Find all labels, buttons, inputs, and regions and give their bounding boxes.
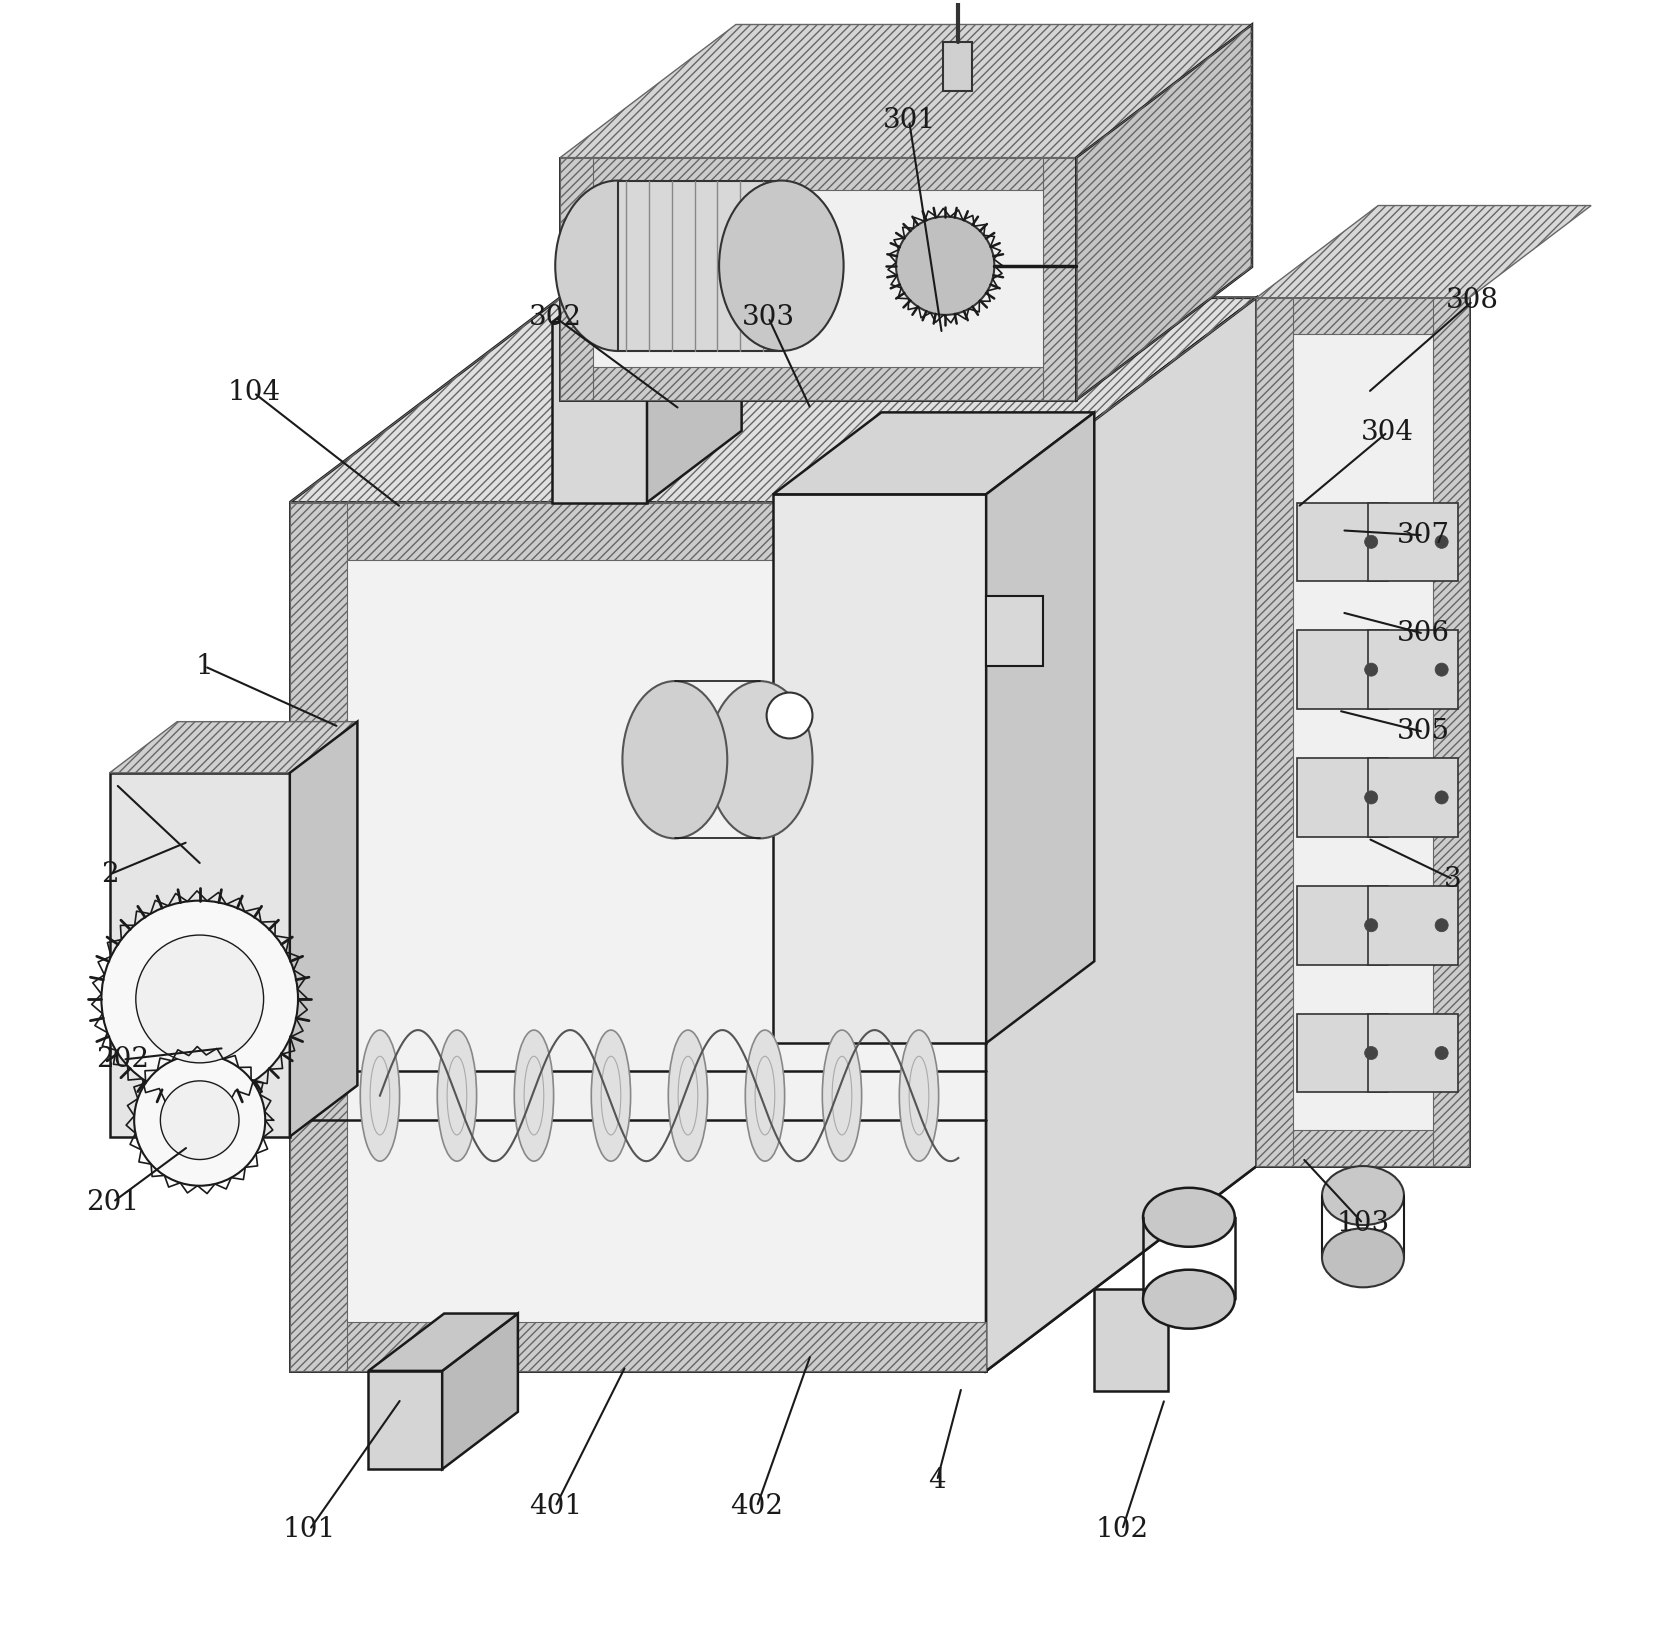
Text: 202: 202: [96, 1046, 149, 1074]
Polygon shape: [369, 1314, 518, 1371]
Ellipse shape: [437, 1031, 477, 1161]
Ellipse shape: [767, 692, 812, 738]
Text: 1: 1: [196, 653, 214, 681]
Ellipse shape: [1322, 1166, 1404, 1225]
Ellipse shape: [1365, 663, 1377, 676]
Bar: [1297, 1014, 1387, 1092]
Ellipse shape: [555, 181, 679, 350]
Polygon shape: [987, 595, 1043, 666]
Bar: [1369, 886, 1458, 965]
Polygon shape: [1095, 1289, 1168, 1391]
Text: 401: 401: [528, 1493, 581, 1521]
Ellipse shape: [746, 1031, 784, 1161]
Text: 104: 104: [228, 380, 281, 406]
Ellipse shape: [1365, 1047, 1377, 1060]
Ellipse shape: [899, 1031, 938, 1161]
Polygon shape: [369, 1371, 442, 1470]
Ellipse shape: [161, 1080, 239, 1159]
Polygon shape: [560, 158, 1076, 399]
Polygon shape: [110, 722, 357, 773]
Ellipse shape: [1365, 536, 1377, 549]
Ellipse shape: [515, 1031, 553, 1161]
Polygon shape: [289, 503, 347, 1371]
Polygon shape: [551, 322, 648, 503]
Text: 101: 101: [282, 1516, 336, 1544]
Bar: [1369, 503, 1458, 580]
Ellipse shape: [623, 681, 728, 838]
Polygon shape: [560, 158, 1076, 191]
Polygon shape: [110, 773, 289, 1136]
Text: 306: 306: [1397, 620, 1450, 648]
Ellipse shape: [1322, 1228, 1404, 1287]
Bar: [1297, 886, 1387, 965]
Bar: [1369, 1014, 1458, 1092]
Bar: [1297, 630, 1387, 709]
Text: 3: 3: [1445, 866, 1462, 893]
Ellipse shape: [1435, 791, 1448, 804]
Ellipse shape: [1435, 1047, 1448, 1060]
Ellipse shape: [1365, 791, 1377, 804]
Polygon shape: [289, 1322, 987, 1371]
Ellipse shape: [719, 181, 844, 350]
Ellipse shape: [1365, 919, 1377, 932]
Ellipse shape: [1435, 663, 1448, 676]
Polygon shape: [289, 298, 1256, 503]
Bar: [618, 181, 781, 350]
Polygon shape: [648, 250, 741, 503]
Ellipse shape: [1435, 919, 1448, 932]
Text: 201: 201: [86, 1189, 140, 1215]
Ellipse shape: [668, 1031, 708, 1161]
Ellipse shape: [101, 901, 297, 1097]
Bar: [1297, 503, 1387, 580]
Polygon shape: [987, 298, 1256, 1371]
Text: 303: 303: [742, 304, 794, 330]
Ellipse shape: [895, 217, 995, 316]
Polygon shape: [1256, 298, 1292, 1166]
Polygon shape: [1076, 25, 1252, 399]
Text: 301: 301: [882, 107, 935, 135]
Polygon shape: [560, 158, 593, 399]
Ellipse shape: [1143, 1187, 1234, 1246]
Text: 103: 103: [1337, 1210, 1390, 1236]
Text: 304: 304: [1360, 419, 1414, 446]
Text: 402: 402: [731, 1493, 784, 1521]
Bar: [943, 41, 972, 90]
Text: 308: 308: [1447, 288, 1500, 314]
Polygon shape: [1256, 298, 1470, 334]
Polygon shape: [289, 722, 357, 1136]
Polygon shape: [1043, 158, 1076, 399]
Ellipse shape: [822, 1031, 862, 1161]
Text: 2: 2: [101, 861, 118, 888]
Polygon shape: [987, 298, 1256, 1371]
Ellipse shape: [708, 681, 812, 838]
Polygon shape: [1256, 298, 1470, 1166]
Ellipse shape: [1143, 1269, 1234, 1328]
Text: 102: 102: [1096, 1516, 1149, 1544]
Polygon shape: [289, 503, 987, 1371]
Bar: [1369, 758, 1458, 837]
Polygon shape: [442, 1314, 518, 1470]
Ellipse shape: [1435, 536, 1448, 549]
Text: 302: 302: [528, 304, 581, 330]
Text: 305: 305: [1397, 718, 1450, 745]
Polygon shape: [1256, 1129, 1470, 1166]
Ellipse shape: [136, 935, 264, 1064]
Polygon shape: [560, 367, 1076, 399]
Ellipse shape: [591, 1031, 631, 1161]
Bar: [1297, 758, 1387, 837]
Polygon shape: [551, 250, 741, 322]
Bar: [1369, 630, 1458, 709]
Ellipse shape: [360, 1031, 400, 1161]
Polygon shape: [560, 25, 1252, 158]
Polygon shape: [289, 503, 987, 561]
Polygon shape: [987, 413, 1095, 1044]
Ellipse shape: [135, 1055, 266, 1185]
Polygon shape: [772, 413, 1095, 495]
Polygon shape: [1256, 206, 1591, 298]
Polygon shape: [772, 495, 987, 1044]
Text: 4: 4: [928, 1466, 945, 1494]
Polygon shape: [1433, 298, 1470, 1166]
Text: 307: 307: [1397, 521, 1450, 549]
